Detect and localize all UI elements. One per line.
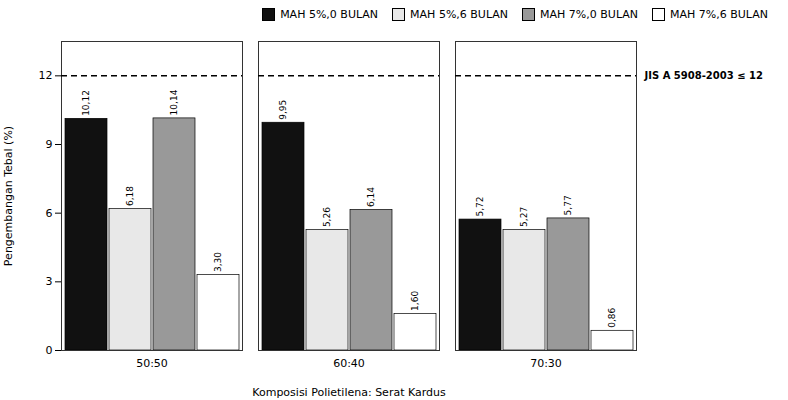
svg-text:3: 3 bbox=[46, 275, 53, 288]
svg-text:6,14: 6,14 bbox=[366, 187, 376, 207]
svg-text:6,18: 6,18 bbox=[125, 186, 135, 206]
html-text:MAH 7%,6 BULAN: MAH 7%,6 BULAN bbox=[670, 7, 768, 21]
svg-text:5,72: 5,72 bbox=[475, 197, 485, 217]
svg-text:Komposisi Polietilena: Serat K: Komposisi Polietilena: Serat Kardus bbox=[252, 386, 446, 399]
svg-text:5,26: 5,26 bbox=[322, 207, 332, 227]
svg-text:70:30: 70:30 bbox=[530, 357, 562, 370]
svg-text:5,27: 5,27 bbox=[519, 207, 529, 227]
svg-text:50:50: 50:50 bbox=[136, 357, 168, 370]
svg-text:0,86: 0,86 bbox=[607, 308, 617, 328]
svg-text:60:40: 60:40 bbox=[333, 357, 365, 370]
html-text:MAH 5%,6 BULAN: MAH 5%,6 BULAN bbox=[410, 7, 509, 21]
svg-text:5,77: 5,77 bbox=[563, 195, 573, 215]
svg-text:JIS A 5908-2003 ≤ 12: JIS A 5908-2003 ≤ 12 bbox=[644, 70, 763, 81]
html-text:MAH 7%,0 BULAN: MAH 7%,0 BULAN bbox=[540, 7, 638, 21]
svg-text:3,30: 3,30 bbox=[213, 252, 223, 272]
svg-text:1,60: 1,60 bbox=[410, 291, 420, 311]
svg-text:10,12: 10,12 bbox=[81, 90, 91, 116]
svg-text:0: 0 bbox=[46, 344, 53, 357]
svg-text:6: 6 bbox=[46, 207, 53, 220]
html-text:MAH 5%,0 BULAN: MAH 5%,0 BULAN bbox=[280, 7, 379, 21]
svg-text:9: 9 bbox=[46, 138, 53, 151]
svg-text:Pengembangan Tebal (%): Pengembangan Tebal (%) bbox=[2, 126, 15, 266]
svg-text:10,14: 10,14 bbox=[169, 89, 179, 115]
svg-text:9,95: 9,95 bbox=[278, 100, 288, 120]
svg-text:12: 12 bbox=[39, 69, 53, 82]
